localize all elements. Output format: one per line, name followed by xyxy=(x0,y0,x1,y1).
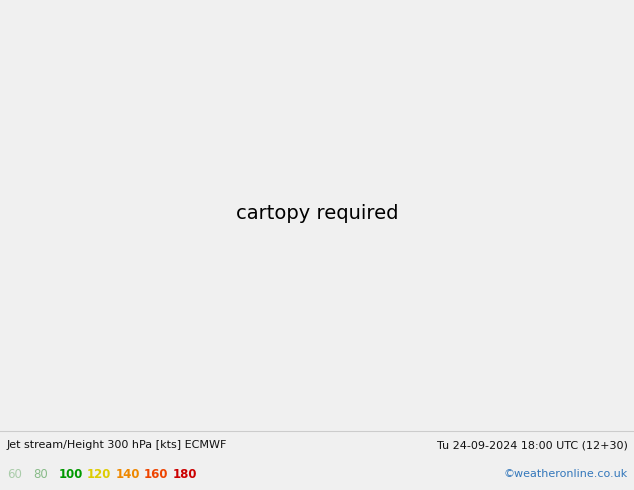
Text: ©weatheronline.co.uk: ©weatheronline.co.uk xyxy=(503,469,628,479)
Text: 100: 100 xyxy=(58,467,82,481)
Text: 80: 80 xyxy=(33,467,48,481)
Text: 60: 60 xyxy=(8,467,22,481)
Text: Jet stream/Height 300 hPa [kts] ECMWF: Jet stream/Height 300 hPa [kts] ECMWF xyxy=(6,441,227,450)
Text: 160: 160 xyxy=(144,467,169,481)
Text: 180: 180 xyxy=(172,467,197,481)
Text: Tu 24-09-2024 18:00 UTC (12+30): Tu 24-09-2024 18:00 UTC (12+30) xyxy=(437,441,628,450)
Text: cartopy required: cartopy required xyxy=(236,204,398,222)
Text: 140: 140 xyxy=(115,467,140,481)
Text: 120: 120 xyxy=(87,467,111,481)
